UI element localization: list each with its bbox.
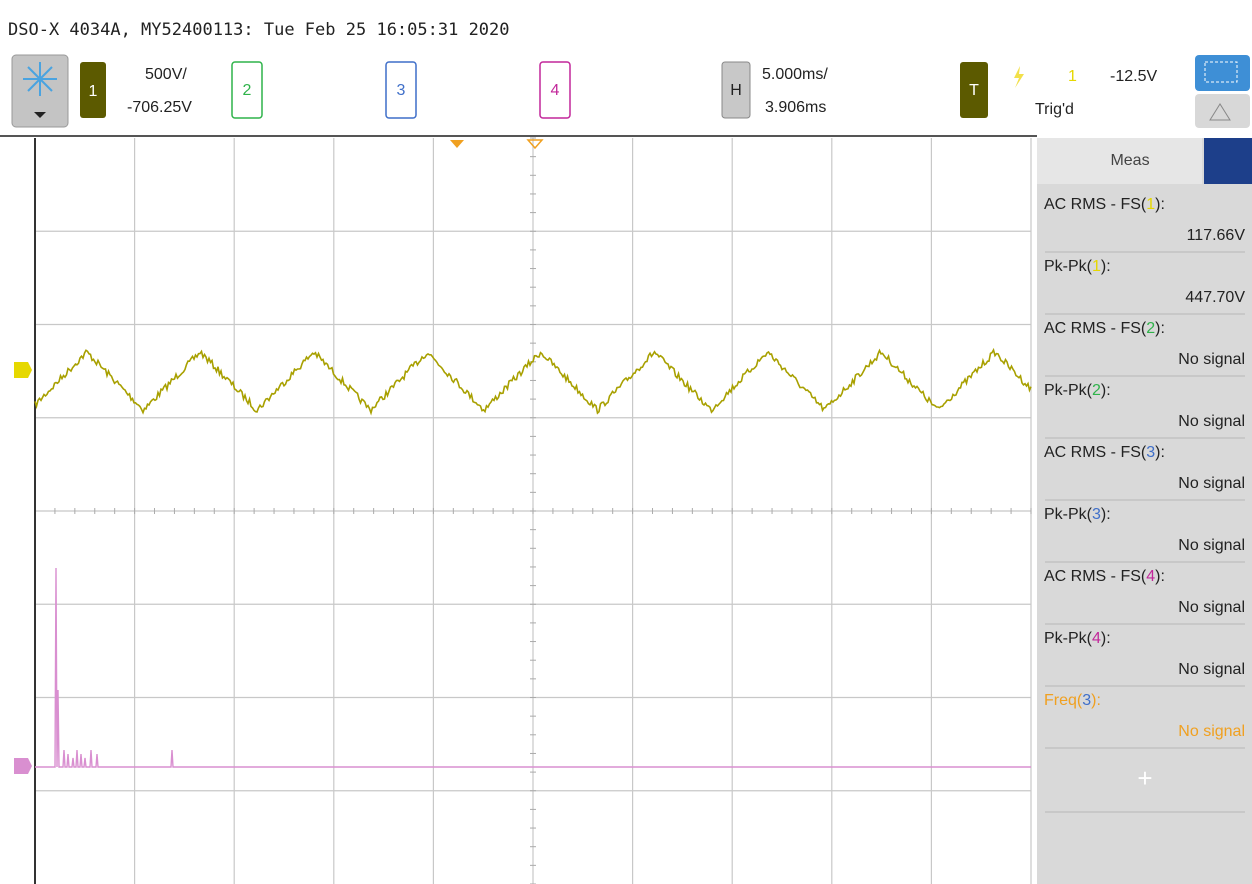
meas-suffix: ): [1101, 506, 1111, 523]
horizontal-button[interactable] [721, 61, 751, 119]
meas-value: No signal [1178, 723, 1245, 740]
channel1-label: 1 [89, 83, 98, 100]
meas-suffix: ): [1101, 382, 1111, 399]
trigger-level: -12.5V [1110, 68, 1157, 85]
meas-label: Pk-Pk(4): [1044, 630, 1111, 647]
channel4-ground-marker [14, 758, 32, 774]
meas-channel: 3 [1092, 506, 1101, 523]
meas-value: No signal [1178, 475, 1245, 492]
channel1-scale: 500V/ [145, 66, 187, 83]
meas-channel: 3 [1146, 444, 1155, 461]
meas-list: AC RMS - FS(1):117.66VPk-Pk(1):447.70VAC… [1044, 196, 1246, 749]
channel1-ground-marker [14, 362, 32, 378]
other-tab[interactable] [1204, 138, 1252, 184]
horizontal-scale: 5.000ms/ [762, 66, 828, 83]
meas-channel: 2 [1092, 382, 1101, 399]
meas-value: No signal [1178, 413, 1245, 430]
meas-suffix: ): [1101, 258, 1111, 275]
logo [23, 62, 57, 96]
channel3-button[interactable] [385, 61, 417, 119]
meas-label: Pk-Pk(1): [1044, 258, 1111, 275]
meas-panel [1037, 138, 1252, 884]
meas-label: AC RMS - FS(3): [1044, 444, 1165, 461]
meas-value: No signal [1178, 661, 1245, 678]
reference-marker [526, 139, 544, 150]
meas-prefix: AC RMS - FS( [1044, 444, 1147, 461]
meas-suffix: ): [1091, 692, 1101, 709]
meas-label: Freq(3): [1044, 692, 1101, 709]
channel4-label: 4 [551, 82, 560, 99]
channel2-button[interactable] [231, 61, 263, 119]
meas-channel: 1 [1146, 196, 1155, 213]
meas-prefix: Freq( [1044, 692, 1083, 709]
trigger-edge-icon [1014, 66, 1024, 88]
meas-suffix: ): [1101, 630, 1111, 647]
meas-channel: 4 [1092, 630, 1101, 647]
trigger-status: Trig'd [1035, 101, 1074, 118]
trigger-position-marker [450, 140, 464, 148]
meas-label: Pk-Pk(2): [1044, 382, 1111, 399]
meas-prefix: Pk-Pk( [1044, 258, 1093, 275]
meas-value: No signal [1178, 351, 1245, 368]
channel2-label: 2 [243, 82, 252, 99]
channel4-trace [35, 567, 1031, 768]
dropdown-arrow [34, 112, 46, 118]
zoom-button[interactable] [1195, 55, 1250, 91]
cursor-button[interactable] [1195, 94, 1250, 128]
meas-prefix: Pk-Pk( [1044, 382, 1093, 399]
horizontal-delay: 3.906ms [765, 99, 826, 116]
graticule [34, 137, 1032, 884]
delta-icon [1209, 103, 1231, 121]
meas-channel: 4 [1146, 568, 1155, 585]
meas-channel: 1 [1092, 258, 1101, 275]
meas-value: No signal [1178, 599, 1245, 616]
meas-suffix: ): [1155, 444, 1165, 461]
meas-tab[interactable] [1037, 138, 1202, 184]
trigger-label: T [969, 82, 979, 99]
meas-suffix: ): [1155, 568, 1165, 585]
meas-prefix: AC RMS - FS( [1044, 320, 1147, 337]
meas-channel: 3 [1082, 692, 1091, 709]
meas-suffix: ): [1155, 196, 1165, 213]
meas-label: Pk-Pk(3): [1044, 506, 1111, 523]
channel4-button[interactable] [539, 61, 571, 119]
horizontal-label: H [730, 82, 742, 99]
zoom-icon [1204, 61, 1238, 83]
add-measurement[interactable]: + [1137, 763, 1152, 793]
header-title: DSO-X 4034A, MY52400113: Tue Feb 25 16:0… [8, 20, 510, 40]
meas-title: Meas [1110, 152, 1149, 169]
meas-label: AC RMS - FS(2): [1044, 320, 1165, 337]
meas-channel: 2 [1146, 320, 1155, 337]
meas-prefix: Pk-Pk( [1044, 630, 1093, 647]
channel3-label: 3 [397, 82, 406, 99]
meas-value: 447.70V [1185, 289, 1245, 306]
meas-value: 117.66V [1187, 227, 1246, 244]
meas-prefix: AC RMS - FS( [1044, 568, 1147, 585]
channel1-button[interactable] [80, 62, 106, 118]
meas-prefix: AC RMS - FS( [1044, 196, 1147, 213]
meas-label: AC RMS - FS(1): [1044, 196, 1165, 213]
trigger-button[interactable] [960, 62, 988, 118]
channel1-trace [34, 347, 1032, 416]
meas-prefix: Pk-Pk( [1044, 506, 1093, 523]
meas-value: No signal [1178, 537, 1245, 554]
meas-suffix: ): [1155, 320, 1165, 337]
meas-label: AC RMS - FS(4): [1044, 568, 1165, 585]
channel1-offset: -706.25V [127, 99, 192, 116]
trigger-source: 1 [1068, 68, 1077, 85]
